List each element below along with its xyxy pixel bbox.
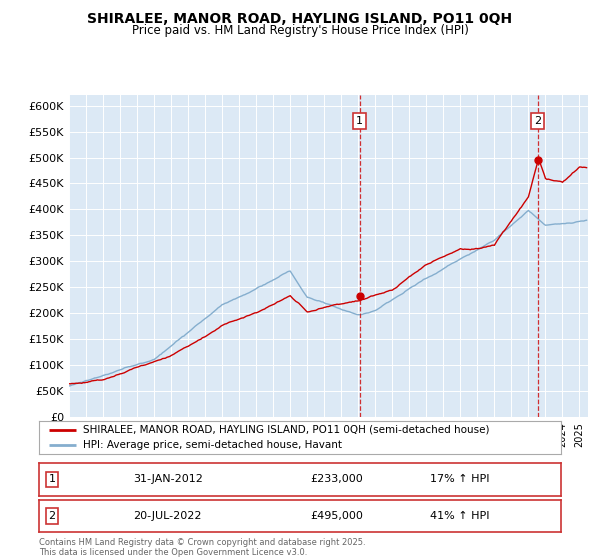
Text: £233,000: £233,000	[310, 474, 363, 484]
Text: 1: 1	[356, 116, 363, 126]
Text: Contains HM Land Registry data © Crown copyright and database right 2025.
This d: Contains HM Land Registry data © Crown c…	[39, 538, 365, 557]
Text: 17% ↑ HPI: 17% ↑ HPI	[431, 474, 490, 484]
Text: Price paid vs. HM Land Registry's House Price Index (HPI): Price paid vs. HM Land Registry's House …	[131, 24, 469, 36]
Text: 2: 2	[534, 116, 541, 126]
Text: SHIRALEE, MANOR ROAD, HAYLING ISLAND, PO11 0QH (semi-detached house): SHIRALEE, MANOR ROAD, HAYLING ISLAND, PO…	[83, 425, 490, 435]
Text: 2: 2	[49, 511, 56, 521]
Text: 31-JAN-2012: 31-JAN-2012	[133, 474, 203, 484]
Text: 41% ↑ HPI: 41% ↑ HPI	[431, 511, 490, 521]
Text: 1: 1	[49, 474, 56, 484]
Text: SHIRALEE, MANOR ROAD, HAYLING ISLAND, PO11 0QH: SHIRALEE, MANOR ROAD, HAYLING ISLAND, PO…	[88, 12, 512, 26]
Text: HPI: Average price, semi-detached house, Havant: HPI: Average price, semi-detached house,…	[83, 440, 343, 450]
Text: £495,000: £495,000	[310, 511, 364, 521]
Text: 20-JUL-2022: 20-JUL-2022	[133, 511, 202, 521]
